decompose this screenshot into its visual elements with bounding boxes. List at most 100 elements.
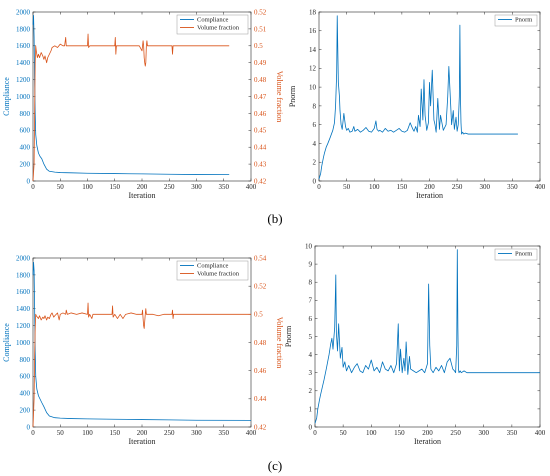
x-tick-label: 250 (164, 183, 175, 191)
y-tick-label: 3 (309, 369, 313, 377)
x-tick-label: 50 (57, 183, 65, 191)
y-tick-label: 8 (313, 102, 317, 110)
y-right-tick-label: 0.5 (254, 311, 263, 319)
y-tick-label: 0 (309, 423, 313, 431)
y-axis-label: Compliance (2, 323, 11, 362)
y-right-tick-label: 0.5 (254, 42, 263, 50)
y-right-tick-label: 0.47 (254, 93, 267, 101)
y-tick-label: 7 (309, 297, 313, 305)
y-tick-label: 200 (20, 407, 31, 415)
x-tick-label: 300 (479, 429, 490, 437)
y-tick-label: 10 (309, 84, 317, 92)
x-axis-label: Iteration (414, 437, 441, 446)
x-tick-label: 0 (31, 183, 35, 191)
y-tick-label: 1200 (16, 322, 31, 330)
x-tick-label: 0 (31, 429, 35, 437)
chart-b-right: 0 50 100 150 200 250 300 350 400 0 2 4 6 8 10 12 14 16 18 I… (288, 8, 546, 200)
panel-label-b: (b) (267, 211, 282, 226)
y-tick-label: 600 (20, 373, 31, 381)
y-tick-label: 800 (20, 356, 31, 364)
y-tick-label: 1000 (16, 339, 31, 347)
chart-b-left: 0 50 100 150 200 250 300 350 400 0 200 400 600 800 100… (2, 8, 284, 200)
y-right-tick-label: 0.48 (254, 339, 267, 347)
x-tick-label: 50 (343, 183, 351, 191)
series-line-volume-fraction (32, 302, 251, 428)
x-tick-label: 150 (394, 429, 405, 437)
y-tick-label: 400 (20, 144, 31, 152)
x-tick-label: 0 (313, 429, 317, 437)
y-tick-label: 2000 (16, 254, 31, 262)
y-tick-label: 8 (309, 279, 313, 287)
y-right-tick-label: 0.54 (254, 254, 267, 262)
y-right-tick-label: 0.48 (254, 76, 267, 84)
y-tick-label: 1400 (16, 59, 31, 67)
y-tick-label: 14 (309, 46, 317, 54)
y-tick-label: 12 (309, 65, 317, 73)
y-tick-label: 800 (20, 110, 31, 118)
x-tick-label: 50 (340, 429, 348, 437)
x-axis-label: Iteration (416, 191, 443, 200)
x-axis-label: Iteration (128, 191, 155, 200)
x-tick-label: 250 (450, 429, 461, 437)
y-tick-label: 1200 (16, 76, 31, 84)
x-tick-label: 300 (191, 183, 202, 191)
y-tick-label: 16 (309, 27, 317, 35)
y-tick-label: 0 (27, 423, 31, 431)
x-tick-label: 150 (110, 183, 121, 191)
x-tick-label: 200 (137, 429, 148, 437)
y-tick-label: 0 (27, 177, 31, 185)
x-tick-label: 200 (424, 183, 435, 191)
x-axis-label: Iteration (128, 437, 155, 446)
y-tick-label: 1600 (16, 42, 31, 50)
y-right-tick-label: 0.46 (254, 367, 267, 375)
y-axis-label: Pnorm (288, 85, 297, 107)
chart-c-left: 0 50 100 150 200 250 300 350 400 0 200 400 600 800 100… (2, 254, 284, 446)
x-tick-label: 150 (110, 429, 121, 437)
y-right-tick-label: 0.45 (254, 127, 267, 135)
y-right-axis-label: Volume fraction (275, 317, 284, 369)
y-tick-label: 0 (313, 177, 317, 185)
x-tick-label: 200 (137, 183, 148, 191)
legend-box (494, 248, 538, 261)
y-tick-label: 4 (309, 351, 313, 359)
y-tick-label: 2000 (16, 8, 31, 16)
y-tick-label: 10 (305, 242, 313, 250)
legend-box (176, 260, 249, 281)
x-tick-label: 0 (317, 183, 321, 191)
legend-box (494, 14, 538, 27)
x-tick-label: 350 (507, 183, 518, 191)
x-tick-label: 400 (246, 429, 257, 437)
x-tick-label: 350 (219, 429, 230, 437)
legend-label: Compliance (197, 17, 229, 24)
x-tick-label: 100 (82, 183, 93, 191)
y-tick-label: 5 (309, 333, 313, 341)
y-right-tick-label: 0.46 (254, 110, 267, 118)
y-tick-label: 4 (313, 140, 317, 148)
y-tick-label: 1600 (16, 288, 31, 296)
y-tick-label: 2 (313, 159, 317, 167)
legend-label: Pnorm (515, 251, 532, 258)
legend-label: Volume fraction (197, 271, 240, 278)
x-tick-label: 250 (452, 183, 463, 191)
y-right-tick-label: 0.42 (254, 177, 267, 185)
x-tick-label: 400 (246, 183, 257, 191)
series-line-pnorm (314, 249, 540, 424)
y-right-tick-label: 0.49 (254, 59, 267, 67)
y-tick-label: 1800 (16, 25, 31, 33)
series-line-pnorm (318, 15, 518, 180)
y-tick-label: 600 (20, 127, 31, 135)
y-axis-label: Compliance (2, 77, 11, 116)
x-tick-label: 300 (480, 183, 491, 191)
y-right-tick-label: 0.44 (254, 144, 267, 152)
legend-label: Volume fraction (197, 25, 240, 32)
x-tick-label: 300 (191, 429, 202, 437)
y-tick-label: 18 (309, 8, 317, 16)
y-right-tick-label: 0.52 (254, 283, 267, 291)
y-tick-label: 6 (313, 121, 317, 129)
x-tick-label: 250 (164, 429, 175, 437)
plot-frame (32, 257, 252, 428)
legend-box (176, 14, 249, 35)
y-right-tick-label: 0.52 (254, 8, 267, 16)
x-tick-label: 150 (397, 183, 408, 191)
x-tick-label: 100 (82, 429, 93, 437)
